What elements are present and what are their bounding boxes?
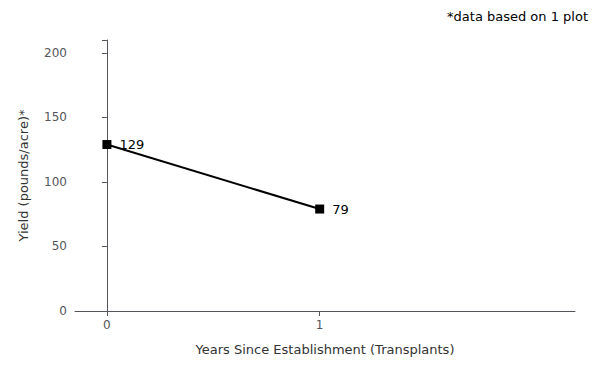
svg-text:1: 1 xyxy=(316,318,324,332)
svg-text:0: 0 xyxy=(59,304,67,318)
svg-text:100: 100 xyxy=(44,175,67,189)
svg-text:200: 200 xyxy=(44,46,67,60)
svg-text:79: 79 xyxy=(332,202,349,217)
svg-text:*data based on 1 plot: *data based on 1 plot xyxy=(447,9,588,24)
svg-text:Yield (pounds/acre)*: Yield (pounds/acre)* xyxy=(16,109,31,242)
svg-text:50: 50 xyxy=(52,239,67,253)
svg-text:129: 129 xyxy=(119,137,144,152)
svg-text:Years Since Establishment (Tra: Years Since Establishment (Transplants) xyxy=(195,342,455,357)
svg-text:150: 150 xyxy=(44,110,67,124)
svg-text:0: 0 xyxy=(103,318,111,332)
